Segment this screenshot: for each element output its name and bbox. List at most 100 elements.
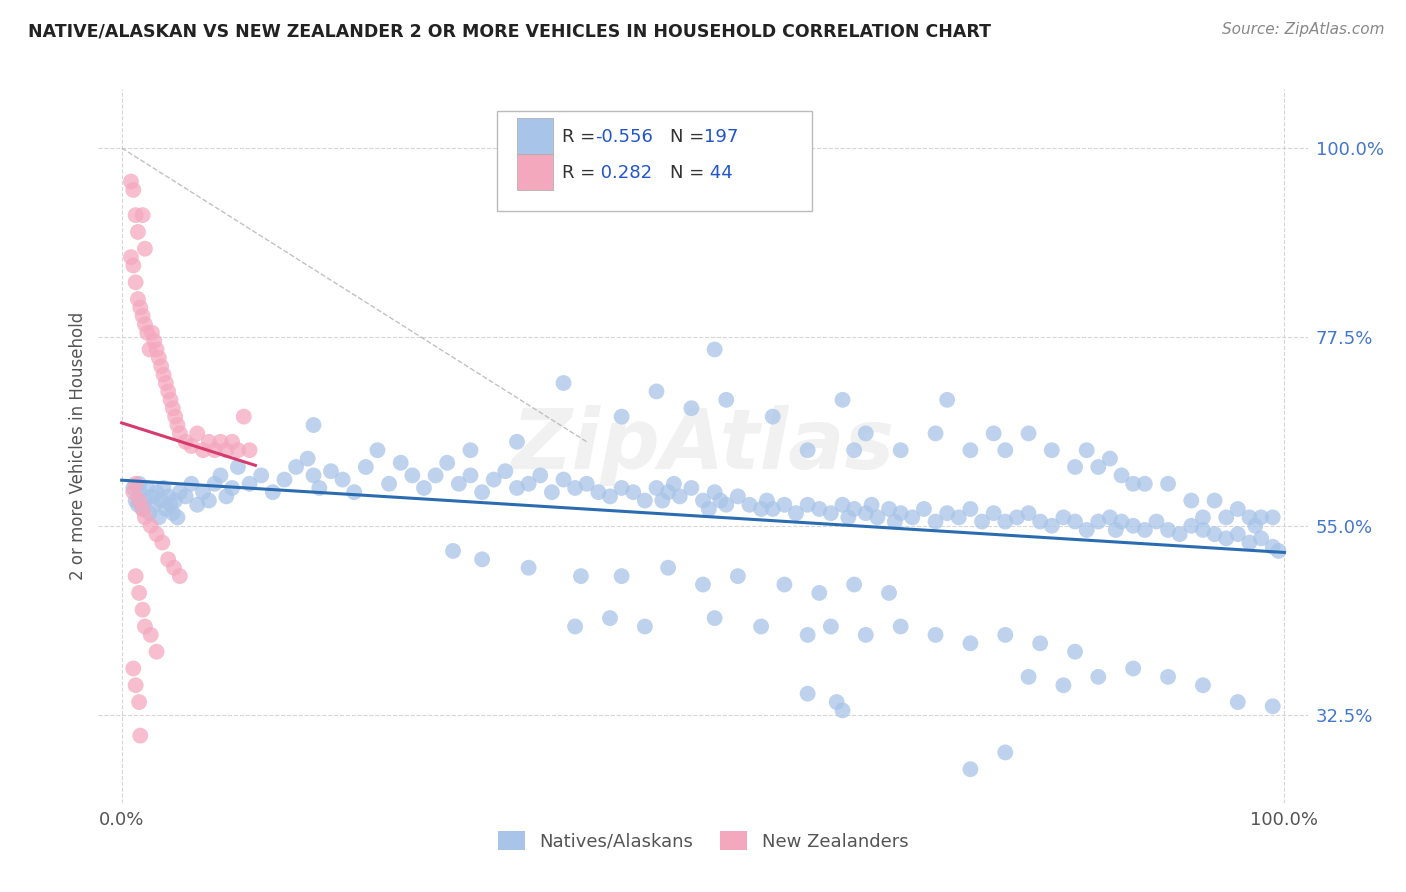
Point bbox=[785, 506, 807, 520]
Point bbox=[1204, 493, 1226, 508]
Point bbox=[831, 392, 853, 407]
Point bbox=[564, 481, 586, 495]
Text: 197: 197 bbox=[704, 128, 738, 146]
Point bbox=[890, 506, 912, 520]
Point bbox=[152, 368, 174, 382]
Point bbox=[517, 476, 540, 491]
Point bbox=[808, 502, 831, 516]
Point bbox=[134, 242, 156, 256]
Point bbox=[134, 318, 156, 332]
Point bbox=[588, 485, 610, 500]
Point bbox=[150, 359, 173, 374]
Point bbox=[134, 619, 156, 633]
Point bbox=[820, 619, 842, 633]
Point bbox=[553, 473, 575, 487]
Point bbox=[575, 476, 598, 491]
Point bbox=[148, 351, 170, 365]
FancyBboxPatch shape bbox=[517, 119, 553, 154]
Point bbox=[773, 577, 796, 591]
Point bbox=[749, 619, 772, 633]
Point bbox=[709, 493, 731, 508]
Point bbox=[1239, 510, 1261, 524]
Point bbox=[844, 443, 866, 458]
Point bbox=[159, 498, 181, 512]
Point bbox=[389, 456, 412, 470]
Point bbox=[540, 485, 562, 500]
Point bbox=[145, 485, 167, 500]
Point bbox=[610, 481, 633, 495]
Point bbox=[877, 586, 900, 600]
Point bbox=[378, 476, 401, 491]
Point bbox=[302, 468, 325, 483]
Point bbox=[124, 208, 146, 222]
Point bbox=[1029, 515, 1052, 529]
Point bbox=[1064, 515, 1087, 529]
Point bbox=[959, 502, 981, 516]
Point bbox=[157, 384, 180, 399]
Point bbox=[844, 502, 866, 516]
Point bbox=[1144, 515, 1167, 529]
Point bbox=[855, 628, 877, 642]
Point bbox=[155, 502, 177, 516]
Point bbox=[174, 434, 197, 449]
Point bbox=[150, 535, 173, 549]
Point bbox=[471, 552, 494, 566]
Point bbox=[221, 434, 243, 449]
Point bbox=[460, 468, 482, 483]
Point bbox=[936, 506, 959, 520]
Point bbox=[204, 443, 226, 458]
Point bbox=[703, 485, 725, 500]
Point bbox=[645, 481, 668, 495]
Point bbox=[460, 443, 482, 458]
Text: -0.556: -0.556 bbox=[595, 128, 654, 146]
Point bbox=[569, 569, 592, 583]
Point bbox=[250, 468, 273, 483]
Point bbox=[1192, 510, 1215, 524]
Point bbox=[204, 476, 226, 491]
Point bbox=[883, 515, 905, 529]
Point bbox=[1133, 476, 1156, 491]
Point bbox=[232, 409, 254, 424]
Point bbox=[129, 729, 152, 743]
Point bbox=[877, 502, 900, 516]
Point bbox=[198, 493, 221, 508]
Point bbox=[1157, 523, 1180, 537]
Point bbox=[1122, 661, 1144, 675]
Point bbox=[124, 476, 146, 491]
Point bbox=[1040, 443, 1063, 458]
Point bbox=[692, 493, 714, 508]
Point bbox=[139, 518, 162, 533]
Point bbox=[471, 485, 494, 500]
Point bbox=[692, 577, 714, 591]
Point bbox=[1244, 518, 1267, 533]
Point bbox=[169, 569, 191, 583]
Point bbox=[1087, 670, 1109, 684]
Point bbox=[145, 527, 167, 541]
Point bbox=[820, 506, 842, 520]
Point bbox=[127, 225, 149, 239]
Point bbox=[226, 443, 249, 458]
Point bbox=[141, 326, 163, 340]
Point bbox=[1018, 426, 1040, 441]
Point bbox=[124, 678, 146, 692]
Point bbox=[122, 485, 145, 500]
Point bbox=[738, 498, 761, 512]
Point bbox=[681, 401, 703, 416]
Point bbox=[681, 481, 703, 495]
Point bbox=[970, 515, 993, 529]
Text: N =: N = bbox=[671, 164, 710, 182]
Y-axis label: 2 or more Vehicles in Household: 2 or more Vehicles in Household bbox=[69, 312, 87, 580]
Legend: Natives/Alaskans, New Zealanders: Natives/Alaskans, New Zealanders bbox=[491, 824, 915, 858]
Point bbox=[994, 515, 1017, 529]
Point bbox=[924, 515, 946, 529]
Point bbox=[162, 401, 184, 416]
Point bbox=[239, 476, 262, 491]
Text: 0.282: 0.282 bbox=[595, 164, 652, 182]
Point bbox=[994, 628, 1017, 642]
Point bbox=[319, 464, 342, 478]
Point bbox=[855, 426, 877, 441]
Point bbox=[136, 326, 159, 340]
Text: Source: ZipAtlas.com: Source: ZipAtlas.com bbox=[1222, 22, 1385, 37]
Point bbox=[122, 183, 145, 197]
Point bbox=[120, 250, 142, 264]
